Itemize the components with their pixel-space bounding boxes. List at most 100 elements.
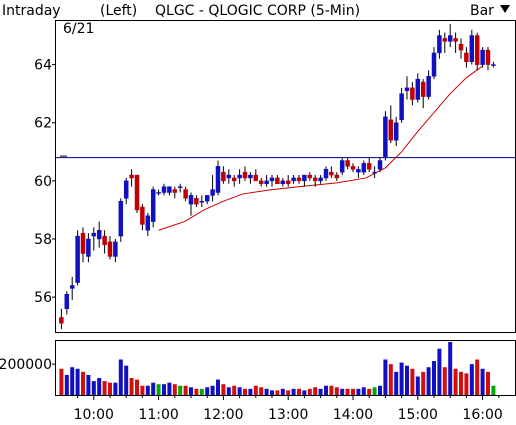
price-y-axis: 56 58 60 62 64: [34, 58, 56, 306]
volume-bar: [459, 371, 463, 395]
volume-bar: [199, 388, 204, 395]
candle-body-up: [226, 174, 232, 179]
candle-body-down: [464, 52, 469, 62]
candle: [329, 166, 334, 178]
volume-bar: [102, 381, 107, 395]
candle: [323, 166, 329, 181]
volume-bar: [410, 368, 415, 395]
candle: [59, 308, 64, 330]
volume-bar: [383, 359, 388, 395]
candle-body-up: [437, 35, 442, 54]
candle-body-up: [469, 35, 475, 62]
volume-bar: [232, 385, 237, 395]
volume-bar: [442, 367, 447, 395]
candle: [334, 172, 340, 181]
volume-bar: [270, 390, 274, 395]
volume-bar: [351, 388, 355, 395]
candle-body-up: [264, 180, 269, 185]
price-panel-frame: [55, 20, 516, 333]
volume-bar: [162, 384, 166, 395]
chart-style-dropdown-icon[interactable]: [500, 5, 510, 13]
candle-body-down: [242, 171, 248, 179]
candle: [258, 177, 264, 187]
volume-bar: [329, 385, 334, 395]
candle-body-down: [296, 177, 302, 182]
chart-style-label[interactable]: Bar: [470, 3, 494, 19]
candle: [194, 195, 199, 208]
volume-bar: [264, 388, 269, 395]
date-label: 6/21: [63, 21, 94, 37]
chart-title: QLGC - QLOGIC CORP (5-Min): [155, 3, 360, 19]
volume-bar: [361, 387, 366, 395]
volume-bar: [345, 388, 350, 395]
volume-bar: [302, 390, 307, 395]
candle: [129, 169, 134, 187]
volume-bar: [280, 388, 285, 395]
candle: [150, 186, 156, 228]
candle-body-up: [96, 230, 102, 240]
candle: [118, 198, 124, 242]
candle-body-up: [69, 285, 75, 289]
volume-bar: [464, 373, 469, 395]
candle-body-up: [210, 189, 215, 196]
volume-bar: [248, 388, 253, 395]
candle-body-up: [248, 174, 253, 179]
candle-body-up: [431, 52, 437, 77]
volume-bar: [469, 364, 474, 395]
volume-bar: [59, 368, 64, 395]
candle-body-down: [453, 38, 458, 42]
candle: [356, 166, 361, 178]
candle-body-down: [140, 206, 145, 225]
candle-body-up: [339, 160, 345, 173]
volume-bar: [421, 371, 426, 395]
candle-body-down: [474, 35, 480, 65]
mode-label: Intraday: [2, 3, 61, 19]
x-tick-label: 12:00: [203, 407, 243, 423]
candle: [350, 163, 356, 173]
candle-body-down: [388, 119, 394, 141]
volume-bar: [426, 367, 431, 395]
candle-body-down: [366, 163, 372, 170]
candle: [177, 183, 183, 193]
volume-bar: [140, 385, 145, 395]
candle: [296, 175, 302, 184]
candle-body-up: [491, 64, 496, 66]
candle-body-up: [480, 49, 485, 65]
candle: [410, 82, 415, 106]
candlestick-series: [59, 23, 496, 330]
volume-bar: [340, 388, 345, 395]
candle-body-up: [215, 166, 221, 193]
candle-body-down: [485, 49, 491, 65]
axis-side-label[interactable]: (Left): [100, 3, 137, 19]
volume-bar: [453, 368, 458, 395]
candle-body-down: [345, 160, 350, 167]
candle: [221, 166, 226, 184]
candle: [388, 105, 394, 144]
candle: [464, 47, 469, 68]
candle: [188, 192, 194, 216]
candle: [237, 169, 242, 184]
volume-bar: [399, 362, 404, 395]
candle-body-up: [383, 116, 388, 158]
x-tick-label: 14:00: [333, 407, 373, 423]
volume-bar: [221, 384, 226, 395]
volume-y-axis: 200000: [0, 357, 56, 373]
candle: [404, 76, 410, 100]
candle-body-up: [361, 163, 367, 173]
candle-body-up: [237, 174, 242, 179]
candle-body-down: [134, 174, 140, 211]
candle-body-down: [329, 171, 334, 176]
volume-bar: [405, 365, 409, 395]
candle-body-up: [150, 189, 156, 222]
candle: [264, 175, 269, 187]
volume-bar: [253, 385, 258, 395]
candle: [156, 189, 161, 196]
candle: [485, 47, 491, 71]
candle: [253, 169, 259, 182]
candle-body-up: [404, 87, 410, 92]
candle: [442, 32, 448, 53]
volume-bar: [243, 388, 247, 395]
candle: [383, 111, 388, 161]
volume-bar: [178, 385, 183, 395]
volume-bar: [70, 367, 75, 395]
